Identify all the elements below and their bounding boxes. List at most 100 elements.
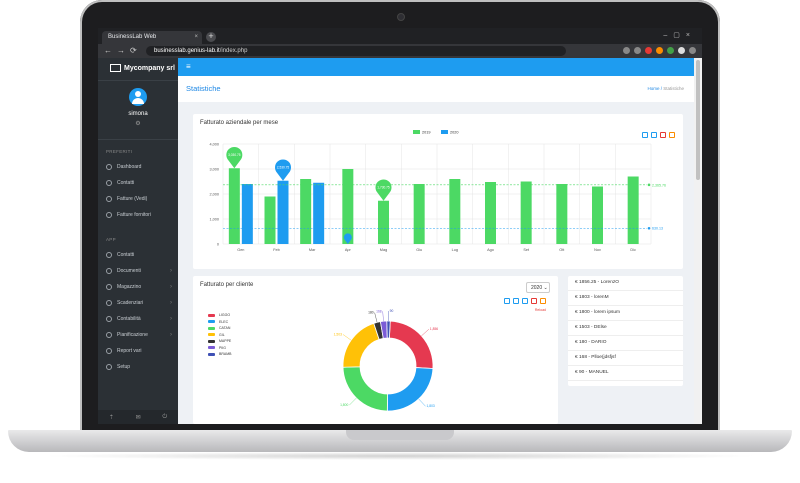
sidebar-item-magazzino[interactable]: Magazzino › xyxy=(98,279,178,295)
sidebar-item-label: Pianificazione xyxy=(117,332,148,338)
bar-chart-icon[interactable] xyxy=(651,132,657,138)
chevron-right-icon: › xyxy=(170,284,172,290)
marker-pin xyxy=(226,146,243,169)
address-bar: ←→⟳ businesslab.genius-lab.it/index.php xyxy=(98,44,702,58)
customer-list-item[interactable]: € 1800 - lorem ipsum xyxy=(568,306,683,321)
pie-label-line xyxy=(342,334,352,341)
key-icon[interactable] xyxy=(623,47,630,54)
x-tick-label: Ago xyxy=(487,248,494,252)
save-icon[interactable] xyxy=(540,298,546,304)
sidebar-item-pianificazione[interactable]: Pianificazione › xyxy=(98,327,178,343)
hamburger-icon[interactable]: ≡ xyxy=(186,62,191,71)
pie-slice-gil xyxy=(342,322,380,368)
chart-title: Fatturato aziendale per mese xyxy=(200,120,279,126)
new-tab-icon[interactable]: + xyxy=(206,32,216,42)
gear-icon[interactable]: ⚙ xyxy=(135,121,141,127)
pie-legend-item[interactable]: PIIG xyxy=(208,345,231,352)
tab-title: BusinessLab Web xyxy=(108,34,157,40)
pie-label-line xyxy=(418,398,426,407)
customer-list-item[interactable]: € 90 - MANUEL xyxy=(568,366,683,381)
customer-list-item[interactable]: € 1803 - lorenM xyxy=(568,291,683,306)
reload-link[interactable]: Reload xyxy=(534,308,546,312)
y-tick-label: 0 xyxy=(217,243,219,247)
ext-orange-icon[interactable] xyxy=(656,47,663,54)
pie-legend-swatch xyxy=(208,313,215,317)
sidebar-item-dashboard[interactable]: Dashboard xyxy=(98,159,178,175)
refresh-icon[interactable] xyxy=(660,132,666,138)
pie-legend-swatch xyxy=(208,352,215,356)
brand-name: Mycompany srl xyxy=(124,65,175,72)
refresh-icon[interactable] xyxy=(531,298,537,304)
chevron-right-icon: › xyxy=(170,268,172,274)
pie-label-line xyxy=(349,397,357,406)
breadcrumb-home[interactable]: Home xyxy=(647,86,660,91)
logo-icon xyxy=(110,64,121,73)
customer-list-item[interactable]: € 180 - DARIO xyxy=(568,336,683,351)
average-line-label: 630.13 xyxy=(652,227,663,231)
nav-buttons[interactable]: ←→⟳ xyxy=(104,46,142,55)
profile-icon[interactable] xyxy=(678,47,685,54)
topbar: ≡ xyxy=(178,58,694,76)
window-controls[interactable]: –▢× xyxy=(663,32,696,39)
section-app: APP xyxy=(106,237,116,242)
avatar[interactable] xyxy=(129,88,147,106)
pie-legend-item[interactable]: BRAMB xyxy=(208,351,231,358)
y-tick-label: 3,000 xyxy=(209,168,219,172)
upload-icon[interactable]: ⇡ xyxy=(108,414,114,421)
section-preferiti: PREFERITI xyxy=(106,149,133,154)
pie-legend-swatch xyxy=(208,333,215,337)
data-view-icon[interactable] xyxy=(504,298,510,304)
sidebar-item-contatti[interactable]: Contatti xyxy=(98,175,178,191)
pie-legend-item[interactable]: CATAN xyxy=(208,325,231,332)
x-tick-label: Nov xyxy=(594,248,601,252)
ext-green-icon[interactable] xyxy=(667,47,674,54)
year-select[interactable]: 2020 ⌄ xyxy=(526,282,550,293)
sidebar-item-fatture[interactable]: Fatture (Vedi) xyxy=(98,191,178,207)
pie-legend-item[interactable]: GIL xyxy=(208,332,231,339)
power-icon[interactable]: ⏻ xyxy=(162,413,168,420)
legend-label: 2019 xyxy=(422,131,430,135)
sidebar-item-label: Fatture (Vedi) xyxy=(117,196,148,202)
ext-red-icon[interactable] xyxy=(645,47,652,54)
menu-icon[interactable] xyxy=(689,47,696,54)
chevron-right-icon: › xyxy=(170,300,172,306)
bar-2019-dic xyxy=(627,176,639,244)
save-icon[interactable] xyxy=(669,132,675,138)
bar-2019-apr xyxy=(342,169,354,244)
customer-list-item[interactable]: € 1856.25 - LorenzO xyxy=(568,276,683,291)
scrollbar-thumb[interactable] xyxy=(696,60,700,180)
sidebar-item-contabilita[interactable]: Contabilità › xyxy=(98,311,178,327)
x-tick-label: Giu xyxy=(416,248,422,252)
customer-pie-card: Fatturato per cliente 2020 ⌄ Reload LIGG… xyxy=(193,276,558,424)
brand[interactable]: Mycompany srl xyxy=(98,58,178,80)
marker-pin xyxy=(275,159,291,181)
browser-tab[interactable]: BusinessLab Web × xyxy=(102,31,202,44)
warehouse-icon xyxy=(106,284,112,290)
restore-icon[interactable] xyxy=(513,298,519,304)
pie-legend-item[interactable]: MAPPE xyxy=(208,338,231,345)
url-field[interactable]: businesslab.genius-lab.it/index.php xyxy=(146,46,566,56)
close-icon[interactable]: × xyxy=(194,34,198,40)
sidebar-item-documenti[interactable]: Documenti › xyxy=(98,263,178,279)
star-icon[interactable] xyxy=(634,47,641,54)
pie-legend-swatch xyxy=(208,339,215,343)
document-icon xyxy=(106,268,112,274)
sidebar-item-report[interactable]: Report vari xyxy=(98,343,178,359)
scrollbar[interactable] xyxy=(694,58,702,424)
customer-list-item[interactable]: € 168 - Plloe(jdsfjsf xyxy=(568,351,683,366)
line-chart-icon[interactable] xyxy=(642,132,648,138)
chart-toolbox xyxy=(642,132,675,138)
y-tick-label: 2,000 xyxy=(209,193,219,197)
pie-legend-item[interactable]: LIGGO xyxy=(208,312,231,319)
pie-legend-item[interactable]: ELEC xyxy=(208,319,231,326)
username: simona xyxy=(128,111,148,117)
sidebar-item-contatti-app[interactable]: Contatti xyxy=(98,247,178,263)
sidebar-item-fatture-fornitori[interactable]: Fatture fornitori xyxy=(98,207,178,223)
sidebar-item-scadenziari[interactable]: Scadenziari › xyxy=(98,295,178,311)
sidebar-item-setup[interactable]: Setup xyxy=(98,359,178,375)
x-tick-label: Lug xyxy=(452,248,458,252)
customer-list-item[interactable]: € 1503 - DElse xyxy=(568,321,683,336)
filter-icon[interactable] xyxy=(522,298,528,304)
mail-icon[interactable]: ✉ xyxy=(135,414,141,421)
breadcrumb-current: Statistiche xyxy=(663,86,684,91)
